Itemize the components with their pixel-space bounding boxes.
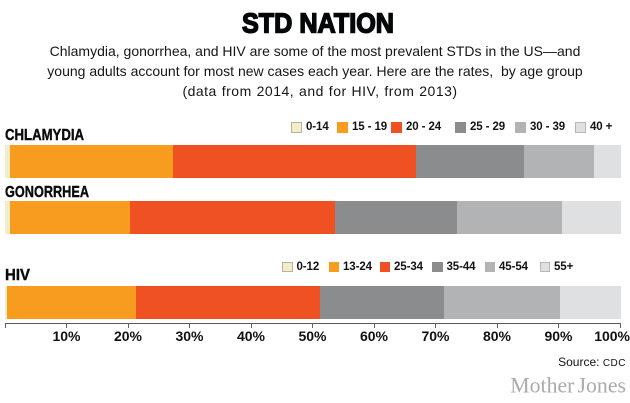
svg-text:Mother Jones: Mother Jones <box>510 374 626 398</box>
svg-text:STD NATION: STD NATION <box>242 8 394 39</box>
